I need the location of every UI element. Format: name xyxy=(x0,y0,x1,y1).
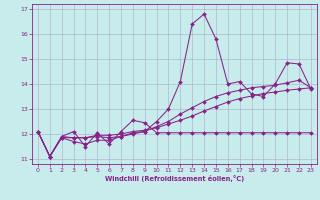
X-axis label: Windchill (Refroidissement éolien,°C): Windchill (Refroidissement éolien,°C) xyxy=(105,175,244,182)
